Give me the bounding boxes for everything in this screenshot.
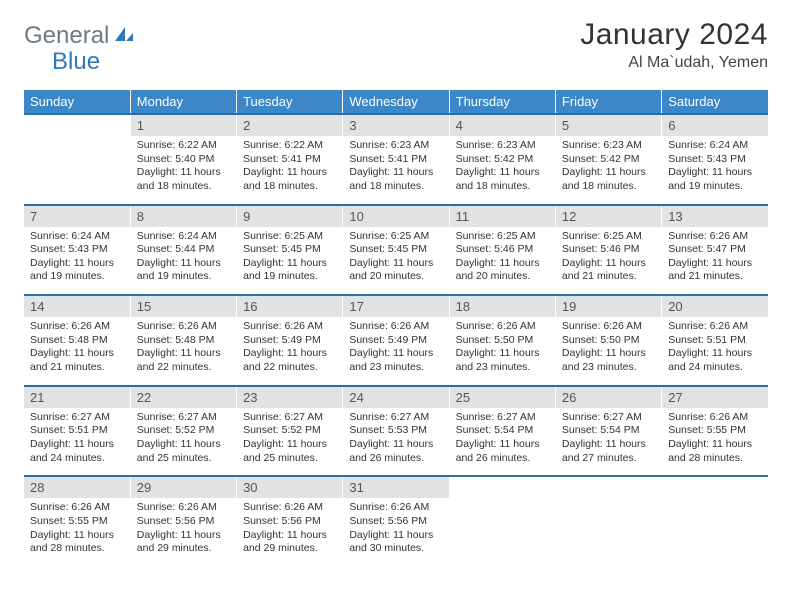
date-detail-cell: Sunrise: 6:26 AMSunset: 5:56 PMDaylight:…: [343, 498, 449, 566]
date-number-cell: 13: [662, 205, 768, 227]
date-number-cell: 16: [237, 295, 343, 317]
date-detail-cell: Sunrise: 6:25 AMSunset: 5:46 PMDaylight:…: [449, 227, 555, 296]
date-number-cell: 3: [343, 114, 449, 136]
date-detail-cell: Sunrise: 6:22 AMSunset: 5:41 PMDaylight:…: [237, 136, 343, 205]
date-detail-cell: Sunrise: 6:24 AMSunset: 5:43 PMDaylight:…: [662, 136, 768, 205]
date-detail-cell: [662, 498, 768, 566]
date-detail-cell: Sunrise: 6:25 AMSunset: 5:45 PMDaylight:…: [343, 227, 449, 296]
date-number-cell: 30: [237, 476, 343, 498]
month-title: January 2024: [580, 18, 768, 52]
date-detail-cell: Sunrise: 6:22 AMSunset: 5:40 PMDaylight:…: [130, 136, 236, 205]
date-number-cell: 12: [555, 205, 661, 227]
date-number-row: 21222324252627: [24, 386, 768, 408]
weekday-header: Monday: [130, 90, 236, 114]
date-number-cell: 9: [237, 205, 343, 227]
date-number-cell: 4: [449, 114, 555, 136]
date-detail-cell: Sunrise: 6:26 AMSunset: 5:49 PMDaylight:…: [237, 317, 343, 386]
date-detail-row: Sunrise: 6:22 AMSunset: 5:40 PMDaylight:…: [24, 136, 768, 205]
weekday-header-row: Sunday Monday Tuesday Wednesday Thursday…: [24, 90, 768, 114]
date-detail-cell: Sunrise: 6:26 AMSunset: 5:49 PMDaylight:…: [343, 317, 449, 386]
brand-part2: Blue: [52, 48, 100, 75]
date-number-cell: 2: [237, 114, 343, 136]
date-number-cell: 20: [662, 295, 768, 317]
date-detail-cell: Sunrise: 6:27 AMSunset: 5:52 PMDaylight:…: [237, 408, 343, 477]
date-detail-cell: Sunrise: 6:26 AMSunset: 5:55 PMDaylight:…: [24, 498, 130, 566]
date-detail-cell: Sunrise: 6:26 AMSunset: 5:56 PMDaylight:…: [237, 498, 343, 566]
weekday-header: Thursday: [449, 90, 555, 114]
date-detail-cell: Sunrise: 6:27 AMSunset: 5:53 PMDaylight:…: [343, 408, 449, 477]
date-detail-cell: Sunrise: 6:24 AMSunset: 5:43 PMDaylight:…: [24, 227, 130, 296]
date-detail-row: Sunrise: 6:26 AMSunset: 5:55 PMDaylight:…: [24, 498, 768, 566]
date-detail-cell: Sunrise: 6:23 AMSunset: 5:41 PMDaylight:…: [343, 136, 449, 205]
date-number-cell: 29: [130, 476, 236, 498]
date-detail-cell: [555, 498, 661, 566]
date-detail-cell: [449, 498, 555, 566]
date-detail-cell: Sunrise: 6:26 AMSunset: 5:47 PMDaylight:…: [662, 227, 768, 296]
date-detail-cell: Sunrise: 6:25 AMSunset: 5:46 PMDaylight:…: [555, 227, 661, 296]
date-detail-cell: Sunrise: 6:23 AMSunset: 5:42 PMDaylight:…: [449, 136, 555, 205]
date-number-cell: 21: [24, 386, 130, 408]
date-number-cell: 7: [24, 205, 130, 227]
brand-logo: General: [24, 18, 137, 50]
sail-icon: [113, 25, 135, 48]
date-number-cell: [662, 476, 768, 498]
date-detail-cell: Sunrise: 6:26 AMSunset: 5:50 PMDaylight:…: [555, 317, 661, 386]
date-number-cell: 26: [555, 386, 661, 408]
date-number-cell: 5: [555, 114, 661, 136]
date-detail-cell: Sunrise: 6:27 AMSunset: 5:54 PMDaylight:…: [449, 408, 555, 477]
date-detail-cell: Sunrise: 6:26 AMSunset: 5:50 PMDaylight:…: [449, 317, 555, 386]
calendar-body: 123456Sunrise: 6:22 AMSunset: 5:40 PMDay…: [24, 114, 768, 566]
date-detail-row: Sunrise: 6:26 AMSunset: 5:48 PMDaylight:…: [24, 317, 768, 386]
calendar-table: Sunday Monday Tuesday Wednesday Thursday…: [24, 90, 768, 566]
date-detail-cell: Sunrise: 6:24 AMSunset: 5:44 PMDaylight:…: [130, 227, 236, 296]
date-number-cell: 22: [130, 386, 236, 408]
date-number-cell: 8: [130, 205, 236, 227]
calendar-page: General January 2024 Al Ma`udah, Yemen B…: [0, 0, 792, 584]
date-number-cell: 10: [343, 205, 449, 227]
date-number-cell: 17: [343, 295, 449, 317]
date-detail-cell: Sunrise: 6:27 AMSunset: 5:54 PMDaylight:…: [555, 408, 661, 477]
date-number-cell: [555, 476, 661, 498]
date-number-row: 78910111213: [24, 205, 768, 227]
date-number-row: 14151617181920: [24, 295, 768, 317]
date-detail-cell: Sunrise: 6:27 AMSunset: 5:51 PMDaylight:…: [24, 408, 130, 477]
weekday-header: Sunday: [24, 90, 130, 114]
date-number-cell: 27: [662, 386, 768, 408]
date-number-cell: 24: [343, 386, 449, 408]
date-detail-cell: Sunrise: 6:26 AMSunset: 5:48 PMDaylight:…: [130, 317, 236, 386]
date-number-cell: 14: [24, 295, 130, 317]
date-detail-cell: Sunrise: 6:26 AMSunset: 5:56 PMDaylight:…: [130, 498, 236, 566]
date-detail-cell: Sunrise: 6:25 AMSunset: 5:45 PMDaylight:…: [237, 227, 343, 296]
location-label: Al Ma`udah, Yemen: [580, 54, 768, 72]
date-detail-cell: Sunrise: 6:26 AMSunset: 5:48 PMDaylight:…: [24, 317, 130, 386]
date-number-row: 123456: [24, 114, 768, 136]
weekday-header: Friday: [555, 90, 661, 114]
date-number-cell: [449, 476, 555, 498]
date-number-cell: 15: [130, 295, 236, 317]
date-detail-cell: Sunrise: 6:27 AMSunset: 5:52 PMDaylight:…: [130, 408, 236, 477]
date-number-cell: [24, 114, 130, 136]
date-detail-cell: [24, 136, 130, 205]
date-detail-cell: Sunrise: 6:26 AMSunset: 5:51 PMDaylight:…: [662, 317, 768, 386]
date-number-cell: 28: [24, 476, 130, 498]
date-number-cell: 23: [237, 386, 343, 408]
date-detail-row: Sunrise: 6:24 AMSunset: 5:43 PMDaylight:…: [24, 227, 768, 296]
title-block: January 2024 Al Ma`udah, Yemen: [580, 18, 768, 72]
date-detail-cell: Sunrise: 6:23 AMSunset: 5:42 PMDaylight:…: [555, 136, 661, 205]
weekday-header: Wednesday: [343, 90, 449, 114]
date-detail-cell: Sunrise: 6:26 AMSunset: 5:55 PMDaylight:…: [662, 408, 768, 477]
date-number-cell: 31: [343, 476, 449, 498]
date-number-row: 28293031: [24, 476, 768, 498]
date-number-cell: 1: [130, 114, 236, 136]
date-number-cell: 18: [449, 295, 555, 317]
date-detail-row: Sunrise: 6:27 AMSunset: 5:51 PMDaylight:…: [24, 408, 768, 477]
date-number-cell: 19: [555, 295, 661, 317]
brand-part1: General: [24, 22, 109, 50]
date-number-cell: 11: [449, 205, 555, 227]
weekday-header: Tuesday: [237, 90, 343, 114]
weekday-header: Saturday: [662, 90, 768, 114]
date-number-cell: 25: [449, 386, 555, 408]
date-number-cell: 6: [662, 114, 768, 136]
